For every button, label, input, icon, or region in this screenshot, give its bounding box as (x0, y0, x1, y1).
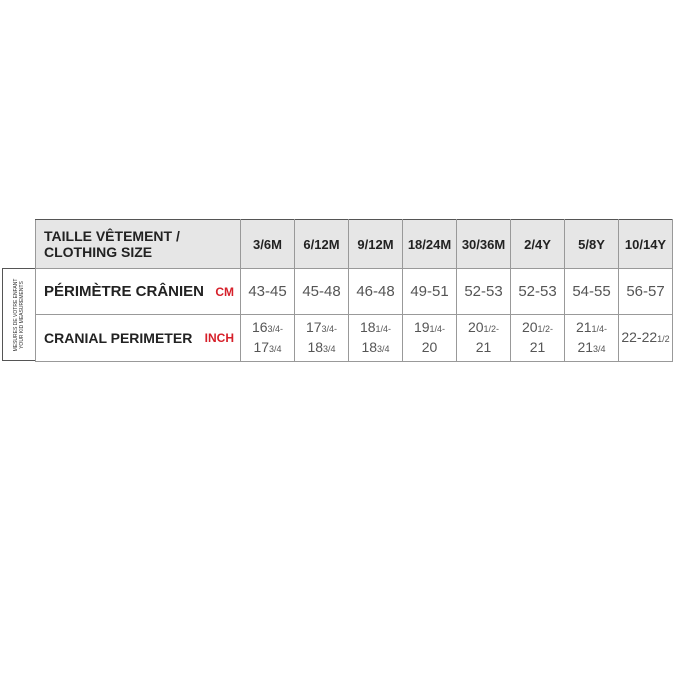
inch-whole: 18 (307, 339, 324, 355)
header-label: TAILLE VÊTEMENT / CLOTHING SIZE (35, 219, 241, 269)
inch-whole: 20 (421, 339, 438, 355)
header-row: TAILLE VÊTEMENT / CLOTHING SIZE 3/6M 6/12… (35, 219, 673, 269)
size-header: 2/4Y (510, 219, 565, 269)
inch-value: 173/4- 183/4 (294, 314, 349, 362)
inch-whole: 20 (521, 319, 538, 335)
header-label-line2: CLOTHING SIZE (44, 244, 153, 260)
inch-fraction: 3/4 (269, 344, 282, 354)
inch-whole: 18 (361, 339, 378, 355)
inch-whole: 21 (475, 339, 492, 355)
cm-value: 54-55 (564, 268, 619, 315)
cm-value: 43-45 (240, 268, 295, 315)
inch-whole: 20 (467, 319, 484, 335)
inch-fraction: 1/2- (537, 324, 554, 334)
side-label-box: MESURES DE VOTRE ENFANT YOUR KID MEASUREM… (2, 268, 35, 361)
cm-value: 45-48 (294, 268, 349, 315)
inch-fraction: 1/2 (657, 334, 670, 344)
side-label: MESURES DE VOTRE ENFANT YOUR KID MEASUREM… (13, 278, 25, 351)
inch-row-label: CRANIAL PERIMETER INCH (35, 314, 241, 362)
inch-value: 211/4- 213/4 (564, 314, 619, 362)
size-header: 10/14Y (618, 219, 673, 269)
unit-inch: INCH (204, 331, 234, 345)
inch-whole: 17 (253, 339, 270, 355)
size-chart-table: TAILLE VÊTEMENT / CLOTHING SIZE 3/6M 6/12… (35, 219, 673, 362)
inch-fraction: 1/4- (429, 324, 446, 334)
inch-fraction: 3/4 (593, 344, 606, 354)
cm-value: 52-53 (456, 268, 511, 315)
inch-fraction: 1/2- (483, 324, 500, 334)
inch-value: 22-221/2 (618, 314, 673, 362)
cm-label-text: PÉRIMÈTRE CRÂNIEN (44, 283, 205, 300)
inch-whole: 21 (529, 339, 546, 355)
inch-whole: 19 (413, 319, 430, 335)
header-label-line1: TAILLE VÊTEMENT / (44, 228, 180, 244)
inch-whole: 16 (251, 319, 268, 335)
size-header: 30/36M (456, 219, 511, 269)
inch-fraction: 3/4 (377, 344, 390, 354)
inch-whole: 21 (577, 339, 594, 355)
inch-value: 181/4- 183/4 (348, 314, 403, 362)
inch-whole: 22-22 (621, 329, 658, 345)
cm-row: PÉRIMÈTRE CRÂNIEN CM 43-45 45-48 46-48 49… (35, 268, 673, 315)
inch-value: 163/4- 173/4 (240, 314, 295, 362)
inch-whole: 21 (575, 319, 592, 335)
cm-row-label: PÉRIMÈTRE CRÂNIEN CM (35, 268, 241, 315)
inch-whole: 17 (305, 319, 322, 335)
inch-fraction: 3/4 (323, 344, 336, 354)
cm-value: 46-48 (348, 268, 403, 315)
inch-fraction: 3/4- (321, 324, 338, 334)
inch-row: CRANIAL PERIMETER INCH 163/4- 173/4 173/4- 1… (35, 314, 673, 362)
inch-value: 201/2- 21 (456, 314, 511, 362)
size-header: 6/12M (294, 219, 349, 269)
inch-label-wrap: CRANIAL PERIMETER INCH (44, 329, 234, 347)
size-header: 5/8Y (564, 219, 619, 269)
size-header: 9/12M (348, 219, 403, 269)
unit-cm: CM (215, 284, 234, 299)
inch-value: 201/2- 21 (510, 314, 565, 362)
cm-value: 52-53 (510, 268, 565, 315)
side-label-en: YOUR KID MEASUREMENTS (19, 280, 25, 349)
cm-value: 49-51 (402, 268, 457, 315)
inch-fraction: 3/4- (267, 324, 284, 334)
inch-fraction: 1/4- (375, 324, 392, 334)
cm-value: 56-57 (618, 268, 673, 315)
inch-whole: 18 (359, 319, 376, 335)
inch-value: 191/4- 20 (402, 314, 457, 362)
cm-label-wrap: PÉRIMÈTRE CRÂNIEN CM (44, 283, 234, 300)
inch-label-text: CRANIAL PERIMETER (44, 330, 193, 346)
size-header: 18/24M (402, 219, 457, 269)
size-header: 3/6M (240, 219, 295, 269)
inch-fraction: 1/4- (591, 324, 608, 334)
